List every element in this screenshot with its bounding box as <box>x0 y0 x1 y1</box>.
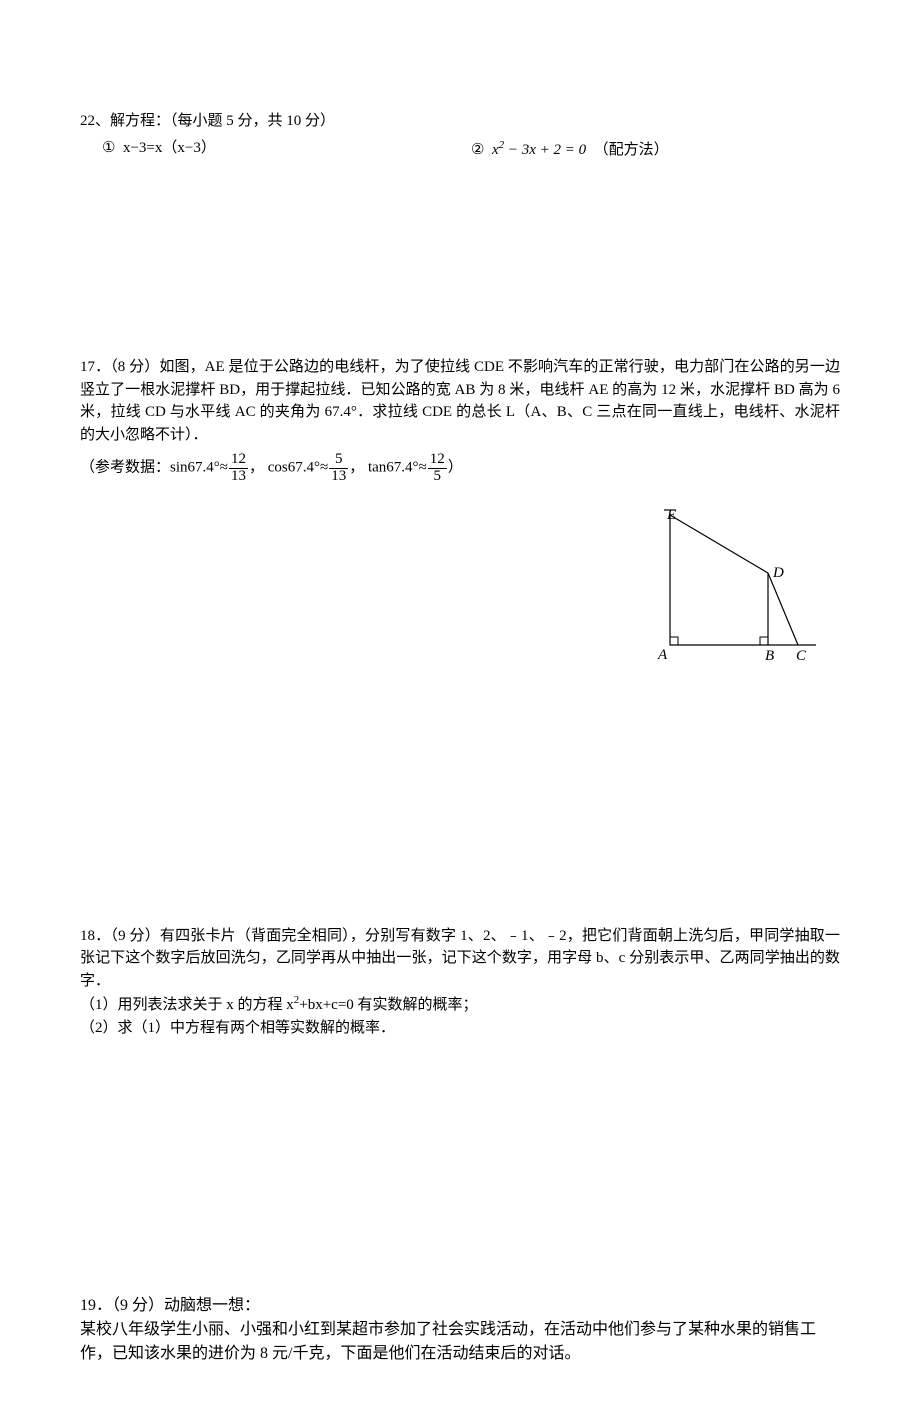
frac-num: 12 <box>428 452 447 469</box>
question-22: 22、解方程：（每小题 5 分，共 10 分） ① x−3=x（x−3） ② x… <box>80 110 840 161</box>
frac-den: 13 <box>329 469 348 485</box>
question-17: 17．（8 分）如图，AE 是位于公路边的电线杆，为了使拉线 CDE 不影响汽车… <box>80 356 840 675</box>
q22-eq2-method: （配方法） <box>594 142 669 158</box>
q19-body: 某校八年级学生小丽、小强和小红到某超市参加了社会实践活动，在活动中他们参与了某种… <box>80 1318 840 1366</box>
q18-item1-suffix: +bx+c=0 有实数解的概率； <box>299 997 477 1013</box>
q17-ref-prefix: （参考数据：sin67.4°≈ <box>80 460 228 476</box>
q18-item-1: （1）用列表法求关于 x 的方程 x2+bx+c=0 有实数解的概率； <box>80 992 840 1017</box>
q17-figure-wrap: E D A B C <box>80 505 840 675</box>
q22-eq2-rest: − 3x + 2 = 0 <box>504 142 586 158</box>
q18-item1-prefix: （1）用列表法求关于 x 的方程 x <box>80 997 294 1013</box>
q17-ref-tan-prefix: ， tan67.4°≈ <box>349 460 427 476</box>
q22-item-2-marker: ② <box>471 142 484 158</box>
q17-ref-cos-prefix: ， cos67.4°≈ <box>249 460 328 476</box>
svg-text:A: A <box>657 647 668 663</box>
svg-text:B: B <box>765 648 774 664</box>
svg-text:E: E <box>666 507 676 523</box>
fraction-cos: 513 <box>329 452 348 485</box>
q18-intro: 18．（9 分）有四张卡片（背面完全相同），分别写有数字 1、2、﹣1、﹣2，把… <box>80 925 840 993</box>
question-19: 19．（9 分）动脑想一想： 某校八年级学生小丽、小强和小红到某超市参加了社会实… <box>80 1294 840 1366</box>
svg-text:D: D <box>772 565 784 581</box>
fraction-tan: 125 <box>428 452 447 485</box>
q18-item-2: （2）求（1）中方程有两个相等实数解的概率． <box>80 1017 840 1040</box>
q17-ref-suffix: ） <box>448 460 463 476</box>
svg-text:C: C <box>796 648 807 664</box>
q22-item-1-marker: ① <box>102 140 115 156</box>
frac-den: 13 <box>229 469 248 485</box>
q19-title: 19．（9 分）动脑想一想： <box>80 1294 840 1318</box>
frac-den: 5 <box>428 469 447 485</box>
q17-figure: E D A B C <box>650 505 820 675</box>
q22-item-1-eq: x−3=x（x−3） <box>123 140 216 156</box>
frac-num: 12 <box>229 452 248 469</box>
q17-reference-data: （参考数据：sin67.4°≈1213， cos67.4°≈513， tan67… <box>80 452 840 485</box>
frac-num: 5 <box>329 452 348 469</box>
question-18: 18．（9 分）有四张卡片（背面完全相同），分别写有数字 1、2、﹣1、﹣2，把… <box>80 925 840 1040</box>
q22-item-1: ① x−3=x（x−3） <box>102 137 471 162</box>
q22-heading: 22、解方程：（每小题 5 分，共 10 分） <box>80 110 840 133</box>
fraction-sin: 1213 <box>229 452 248 485</box>
q22-item-2: ② x2 − 3x + 2 = 0 （配方法） <box>471 137 840 162</box>
q22-eq2-x: x <box>492 142 499 158</box>
q17-body: 17．（8 分）如图，AE 是位于公路边的电线杆，为了使拉线 CDE 不影响汽车… <box>80 356 840 446</box>
